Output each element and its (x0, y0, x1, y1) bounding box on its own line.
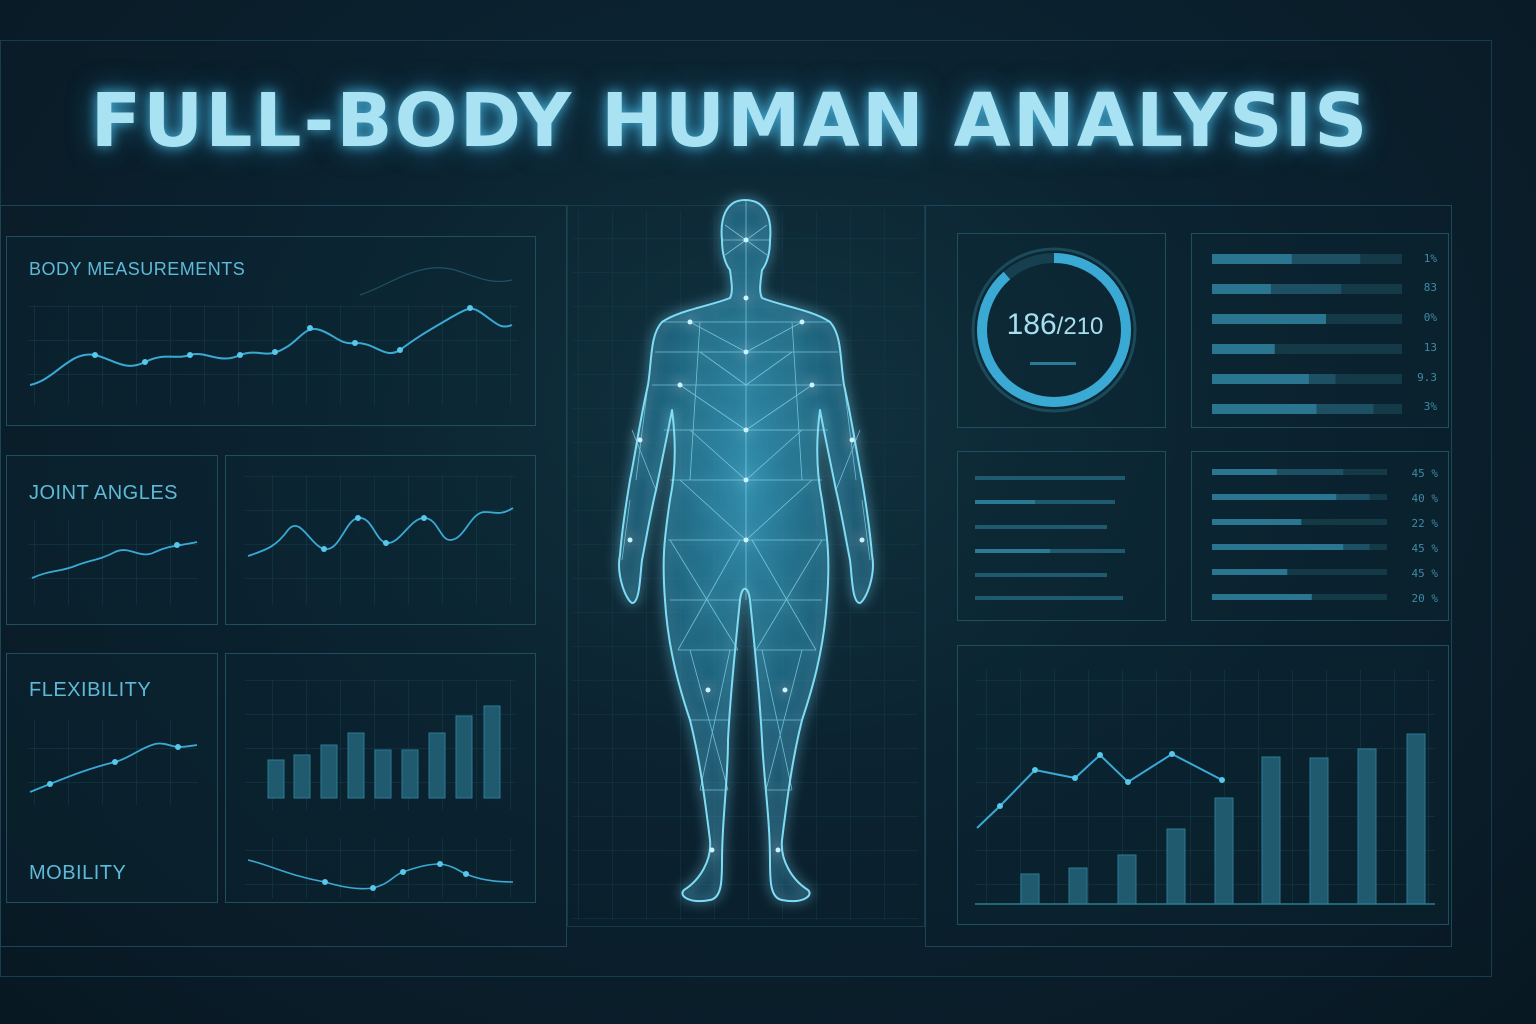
flex-bar (267, 759, 285, 799)
stat-b-2: 22 % (1411, 517, 1439, 530)
flex-bar (347, 732, 365, 799)
stat-fill (1212, 314, 1326, 324)
combo-bar (1214, 797, 1234, 905)
mobility-line-chart (247, 859, 514, 891)
page-title: FULL-BODY HUMAN ANALYSIS (90, 78, 1370, 164)
stat-track (1212, 569, 1387, 575)
flexibility-label: FLEXIBILITY (29, 679, 152, 701)
flexibility-bar-chart (267, 705, 501, 799)
combo-bar (1068, 867, 1088, 905)
joint-angles-label: JOINT ANGLES (29, 482, 179, 504)
stat-fill (1212, 374, 1309, 384)
stat-b-0: 45 % (1411, 467, 1439, 480)
stat-fill (1212, 569, 1288, 575)
left-column-frame (0, 205, 567, 947)
flex-bar (401, 749, 419, 799)
stat-track (1212, 344, 1402, 354)
stat-fill (1212, 284, 1271, 294)
body-measurements-chart (29, 267, 513, 386)
flex-bar (374, 749, 392, 799)
flex-bar (455, 715, 473, 799)
stat-fill-secondary (1212, 469, 1344, 475)
combo-bar (1357, 748, 1377, 905)
stats-panel-a (1191, 233, 1449, 428)
stat-a-5: 3% (1423, 400, 1437, 413)
flex-bar (320, 744, 338, 799)
stat-fill (1212, 494, 1337, 500)
stats-panel-b (1191, 451, 1449, 621)
joint-nodes (627, 237, 865, 853)
joint-angles-large-chart (247, 507, 514, 557)
stats-b-bars (1212, 469, 1387, 600)
stat-a-0: 1% (1423, 252, 1437, 265)
stat-a-3: 13 (1423, 341, 1437, 354)
stat-a-4: 9.3 (1417, 371, 1437, 384)
joint-angles-small-chart (31, 541, 198, 579)
flex-bar (428, 732, 446, 799)
body-measurements-label: BODY MEASUREMENTS (29, 259, 246, 279)
gauge-ring (971, 247, 1137, 413)
human-body-figure (618, 199, 874, 902)
combo-bar (1117, 854, 1137, 905)
mobility-label: MOBILITY (29, 862, 127, 884)
combo-bar (1261, 756, 1281, 905)
combo-bar (1406, 733, 1426, 905)
combo-bar (1166, 828, 1186, 905)
stat-fill (1212, 594, 1312, 600)
stat-fill-secondary (1212, 284, 1342, 294)
flexibility-line-chart (29, 742, 198, 793)
gauge-max: /210 (1056, 313, 1104, 340)
gauge-value: 186 (1006, 308, 1057, 341)
combo-bar (1020, 873, 1040, 905)
combo-bar (1309, 757, 1329, 905)
gauge-progress-arc (977, 253, 1131, 407)
stat-b-5: 20 % (1411, 592, 1439, 605)
stat-fill (1212, 254, 1292, 264)
stat-b-4: 45 % (1411, 567, 1439, 580)
body-measurements-line (29, 307, 513, 386)
stat-fill (1212, 404, 1317, 414)
stat-a-2: 0% (1423, 311, 1437, 324)
flex-bar (293, 754, 311, 799)
stat-fill (1212, 544, 1344, 550)
stats-a-bars (1212, 254, 1402, 414)
gauge-panel (957, 233, 1166, 428)
stat-fill (1212, 469, 1277, 475)
combo-line-chart (975, 751, 1435, 905)
stat-a-1: 83 (1423, 281, 1437, 294)
lines-panel-bars (975, 476, 1125, 600)
stat-b-3: 45 % (1411, 542, 1439, 555)
right-column-frame (925, 205, 1452, 947)
stat-fill (1212, 519, 1302, 525)
stat-fill (1212, 344, 1275, 354)
gauge-readout: 186/210 (985, 308, 1125, 342)
flex-bar (483, 705, 501, 799)
stat-b-1: 40 % (1411, 492, 1439, 505)
